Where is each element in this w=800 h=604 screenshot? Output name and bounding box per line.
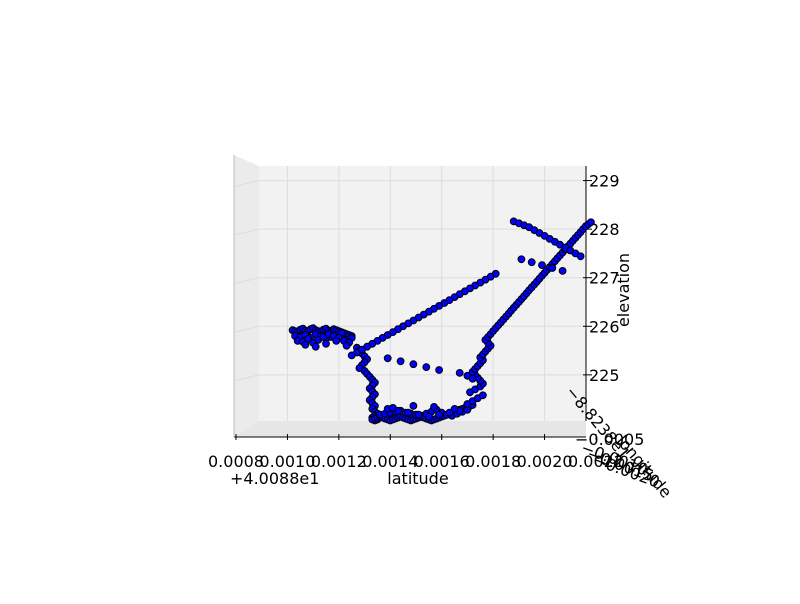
scatter-point: [389, 404, 397, 412]
z-tick-label: 225: [589, 366, 620, 385]
z-tick-label: 229: [589, 172, 620, 191]
z-ticks: 225 226 227 228 229: [583, 172, 620, 385]
scatter-point: [450, 405, 459, 413]
scatter-point: [445, 408, 454, 417]
x-tick-label: 0.0012: [311, 452, 367, 471]
floor-pane: [234, 421, 586, 437]
x-ticks: 0.00080.00100.00120.00140.00160.00180.00…: [208, 434, 624, 471]
scatter-point: [558, 267, 567, 275]
scatter-point: [311, 342, 320, 351]
back-pane: [259, 166, 586, 421]
scatter-point: [409, 360, 418, 369]
scatter-point: [576, 252, 585, 261]
scatter-point: [342, 341, 351, 350]
scatter-point: [435, 366, 444, 374]
x-tick-label: 0.0014: [362, 452, 418, 471]
scatter-point: [435, 410, 444, 419]
x-tick-label: 0.0020: [517, 452, 573, 471]
z-tick-label: 226: [589, 317, 620, 336]
z-grid-line-side: [233, 374, 260, 382]
x-axis-offset: +4.0088e1: [230, 469, 319, 488]
data-points: [288, 217, 595, 425]
z-tick-label: 228: [589, 220, 620, 239]
scatter-point: [517, 255, 526, 264]
z-axis-label: elevation: [614, 253, 633, 327]
scatter-point: [404, 408, 413, 417]
scatter-point: [479, 391, 487, 400]
scatter-point: [396, 357, 405, 366]
x-tick-label: 0.0022: [568, 452, 624, 471]
x-tick-label: 0.0008: [208, 452, 264, 471]
z-grid-line-side: [233, 277, 260, 285]
scatter-point: [538, 261, 546, 270]
scatter-point: [548, 264, 557, 272]
x-axis-label: latitude: [387, 469, 448, 488]
scatter-point: [425, 412, 433, 421]
scatter-point: [347, 351, 356, 360]
scatter-point: [587, 218, 595, 227]
scatter-point: [455, 369, 464, 377]
left-pane: [234, 155, 259, 437]
z-grid-line-side: [233, 325, 260, 333]
scatter-point: [430, 403, 438, 411]
x-tick-label: 0.0016: [414, 452, 470, 471]
scatter-point: [409, 402, 418, 410]
scatter-point: [301, 340, 310, 349]
z-tick-label: 227: [589, 269, 620, 288]
scatter-point: [332, 337, 341, 345]
x-tick-label: 0.0010: [259, 452, 315, 471]
scatter-point: [422, 363, 431, 372]
scatter-point: [468, 374, 477, 383]
scatter-point: [383, 354, 392, 363]
z-grid-line-side: [233, 228, 260, 236]
scatter-point: [414, 410, 423, 419]
scatter-point: [527, 258, 536, 267]
y-tick-label: −0.0005: [575, 430, 644, 449]
scatter-point: [322, 339, 330, 348]
z-grid-line-side: [233, 180, 260, 188]
x-tick-label: 0.0018: [465, 452, 521, 471]
